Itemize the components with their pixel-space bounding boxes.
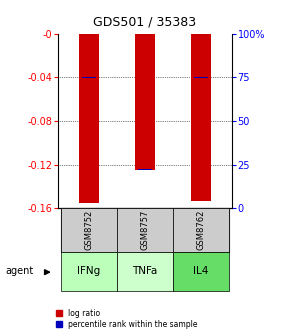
Bar bbox=[82, 77, 96, 78]
Bar bbox=[117, 208, 173, 252]
Text: GDS501 / 35383: GDS501 / 35383 bbox=[93, 15, 197, 28]
Bar bbox=[194, 77, 208, 78]
Bar bbox=[191, 34, 211, 201]
Text: IFNg: IFNg bbox=[77, 266, 101, 276]
Text: GSM8757: GSM8757 bbox=[140, 210, 150, 250]
Bar bbox=[173, 252, 229, 291]
Bar bbox=[138, 169, 152, 170]
Bar bbox=[61, 252, 117, 291]
Bar bbox=[173, 208, 229, 252]
Text: GSM8752: GSM8752 bbox=[84, 210, 93, 250]
Bar bbox=[135, 34, 155, 170]
Bar bbox=[117, 252, 173, 291]
Text: IL4: IL4 bbox=[193, 266, 209, 276]
Text: TNFa: TNFa bbox=[132, 266, 158, 276]
Text: agent: agent bbox=[6, 266, 34, 276]
Legend: log ratio, percentile rank within the sample: log ratio, percentile rank within the sa… bbox=[56, 308, 198, 329]
Bar bbox=[79, 34, 99, 203]
Bar bbox=[61, 208, 117, 252]
Text: GSM8762: GSM8762 bbox=[197, 210, 206, 250]
